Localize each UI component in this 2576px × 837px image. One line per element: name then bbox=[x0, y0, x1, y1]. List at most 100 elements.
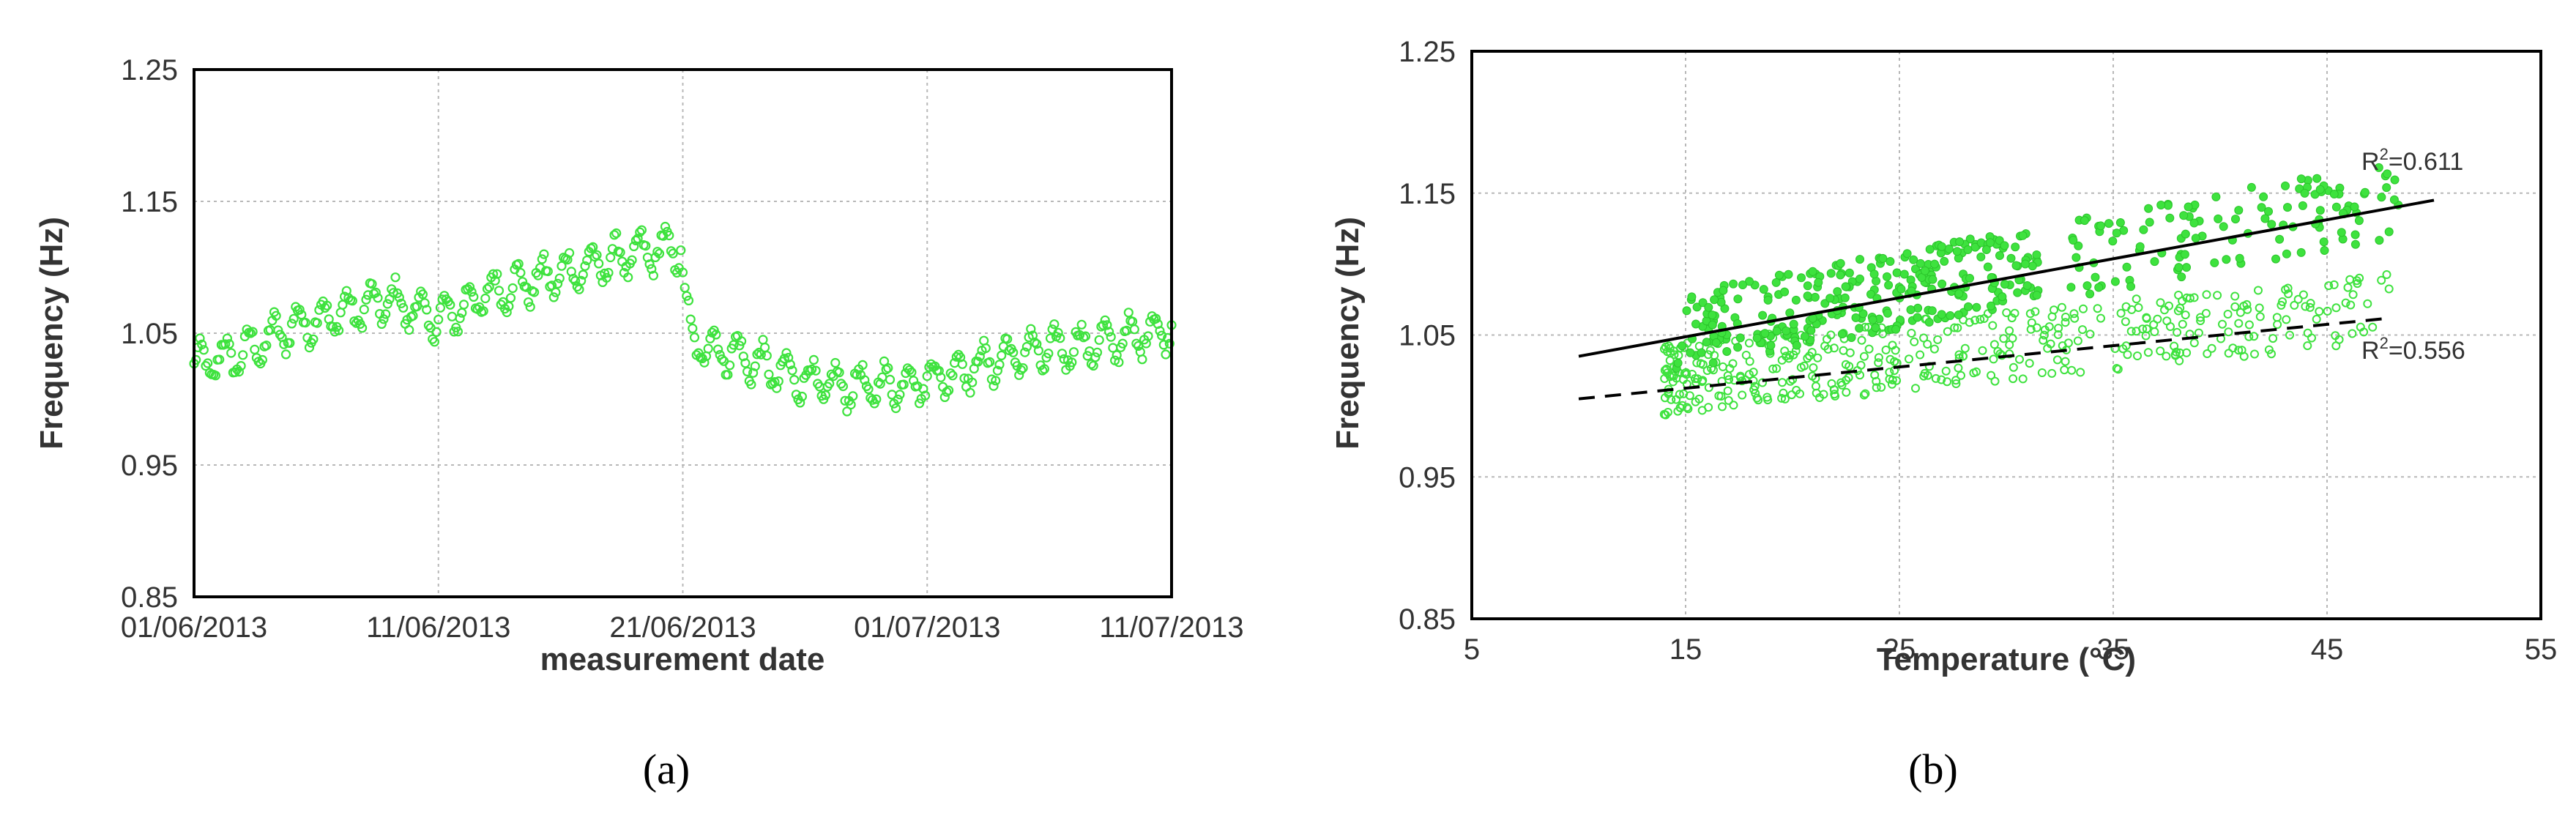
chart-b-point-filled bbox=[1851, 313, 1861, 322]
chart-b-point-filled bbox=[2085, 289, 2095, 299]
chart-a-point bbox=[936, 372, 946, 382]
chart-b-point-hollow bbox=[1931, 373, 1940, 383]
chart-b-point-filled bbox=[1735, 333, 1745, 343]
chart-a-point bbox=[985, 357, 995, 367]
chart-a-point bbox=[335, 308, 346, 318]
chart-b-point-filled bbox=[1826, 269, 1836, 278]
chart-b-point-filled bbox=[1785, 308, 1795, 318]
chart-b-point-hollow bbox=[1890, 357, 1899, 366]
chart-b-point-hollow bbox=[2026, 324, 2036, 334]
chart-b-point-filled bbox=[1837, 330, 1847, 339]
chart-a-point bbox=[805, 365, 815, 376]
chart-a-point bbox=[848, 391, 858, 401]
chart-b-point-hollow bbox=[1669, 371, 1678, 381]
chart-a-point bbox=[603, 267, 614, 278]
chart-a-point bbox=[994, 360, 1005, 370]
chart-b-point-filled bbox=[1855, 324, 1864, 333]
chart-b-point-hollow bbox=[1772, 364, 1782, 373]
chart-b-point-filled bbox=[2096, 221, 2105, 231]
chart-b-x-tick-labels: 5 15 25 35 45 55 bbox=[1464, 633, 2557, 666]
chart-a-point bbox=[1164, 338, 1175, 349]
chart-b-point-hollow bbox=[2355, 273, 2364, 283]
chart-b-point-filled bbox=[1708, 358, 1718, 368]
chart-a-point bbox=[688, 323, 698, 334]
chart-b-point-hollow bbox=[2255, 312, 2265, 321]
chart-a-point bbox=[750, 361, 760, 371]
chart-a-point bbox=[992, 365, 1003, 376]
chart-b-point-hollow bbox=[1877, 382, 1886, 392]
chart-b-point-filled bbox=[2032, 250, 2041, 259]
chart-a-x-tick-label: 11/07/2013 bbox=[1099, 611, 1243, 644]
chart-b-point-filled bbox=[1710, 295, 1719, 305]
chart-a-point bbox=[195, 333, 205, 343]
chart-b-point-hollow bbox=[2189, 338, 2199, 348]
chart-a-point bbox=[759, 342, 770, 353]
chart-b-x-tick-label: 25 bbox=[1883, 633, 1916, 666]
chart-b-point-filled bbox=[2126, 282, 2135, 291]
chart-b-point-hollow bbox=[2268, 334, 2278, 343]
chart-b-point-hollow bbox=[2025, 309, 2035, 319]
chart-a-point bbox=[238, 350, 248, 360]
chart-a-point bbox=[458, 300, 469, 310]
chart-b-point-filled bbox=[1733, 294, 1743, 304]
chart-a-point bbox=[957, 359, 967, 369]
chart-b-point-filled bbox=[2390, 175, 2400, 185]
chart-a-point bbox=[505, 293, 516, 303]
chart-b-point-filled bbox=[1841, 282, 1850, 291]
chart-b-point-hollow bbox=[2005, 340, 2014, 349]
chart-b-x-tick-label: 35 bbox=[2097, 633, 2130, 666]
chart-b-point-hollow bbox=[2312, 314, 2321, 324]
chart-b-point-hollow bbox=[2009, 362, 2018, 372]
chart-a-point bbox=[838, 381, 849, 392]
chart-b-point-hollow bbox=[2224, 349, 2233, 358]
chart-b-point-hollow bbox=[2348, 329, 2357, 338]
chart-b-point-filled bbox=[1810, 292, 1820, 302]
chart-b-point-hollow bbox=[2285, 330, 2294, 340]
chart-b-point-hollow bbox=[2267, 349, 2276, 359]
chart-a-point bbox=[1057, 349, 1068, 359]
chart-a-point bbox=[1080, 331, 1091, 341]
chart-b-point-hollow bbox=[2228, 343, 2238, 353]
chart-b-point-hollow bbox=[2069, 309, 2079, 319]
chart-b-point-hollow bbox=[1762, 393, 1772, 402]
chart-b-point-hollow bbox=[1758, 378, 1767, 387]
chart-b-point-hollow bbox=[1829, 343, 1839, 353]
chart-b-point-filled bbox=[2020, 259, 2030, 269]
chart-b-point-filled bbox=[2271, 254, 2280, 264]
chart-a-point bbox=[1076, 319, 1087, 330]
chart-b-point-hollow bbox=[2060, 365, 2069, 375]
chart-a-point bbox=[433, 314, 444, 324]
chart-b-point-hollow bbox=[1999, 334, 2009, 343]
chart-b-point-hollow bbox=[1916, 350, 1925, 360]
chart-a-y-tick-label: 1.15 bbox=[121, 186, 178, 218]
chart-a-point bbox=[779, 354, 789, 364]
chart-b-point-hollow bbox=[1891, 346, 1900, 355]
chart-a-point bbox=[529, 287, 540, 297]
chart-b-point-filled bbox=[2257, 203, 2266, 212]
chart-b-point-hollow bbox=[1723, 371, 1732, 380]
chart-b-point-filled bbox=[1937, 242, 1946, 251]
chart-b-point-filled bbox=[1920, 266, 1929, 275]
chart-b-point-hollow bbox=[2203, 349, 2212, 358]
chart-b-point-filled bbox=[1899, 269, 1909, 279]
chart-b-point-filled bbox=[1803, 281, 1812, 291]
chart-a-point bbox=[507, 283, 518, 294]
chart-b-point-hollow bbox=[1923, 340, 1932, 349]
chart-b-point-hollow bbox=[2164, 301, 2173, 310]
chart-b-point-hollow bbox=[1778, 378, 1787, 387]
chart-b-point-filled bbox=[2296, 174, 2306, 184]
chart-a-point bbox=[588, 242, 598, 252]
chart-b-point-hollow bbox=[1788, 375, 1798, 384]
chart-a-point bbox=[830, 357, 841, 368]
chart-b-point-hollow bbox=[2202, 290, 2211, 300]
chart-a-point bbox=[435, 302, 446, 313]
chart-a-point bbox=[580, 261, 590, 271]
chart-b-point-hollow bbox=[2149, 320, 2159, 330]
chart-a-point bbox=[736, 336, 747, 346]
chart-b-point-hollow bbox=[2030, 307, 2040, 316]
chart-b-point-hollow bbox=[2272, 313, 2282, 322]
chart-a-point bbox=[1068, 347, 1079, 357]
chart-a-point bbox=[447, 311, 458, 321]
chart-b-point-hollow bbox=[2057, 302, 2066, 312]
chart-b-point-hollow bbox=[1943, 377, 1952, 387]
